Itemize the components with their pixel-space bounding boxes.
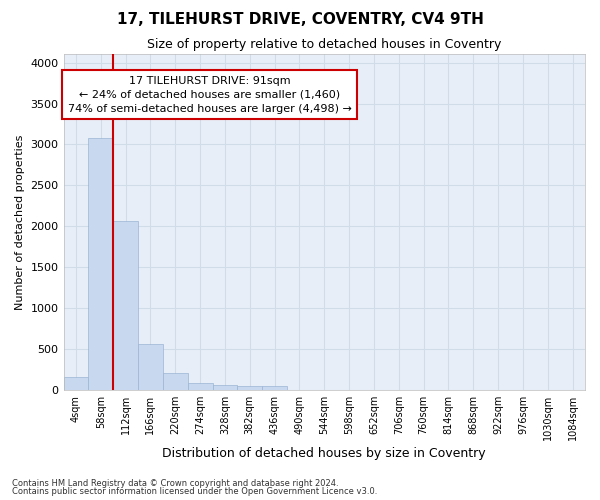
Bar bbox=[88, 138, 113, 390]
Bar bbox=[113, 222, 138, 390]
X-axis label: Distribution of detached houses by size in Coventry: Distribution of detached houses by size … bbox=[163, 447, 486, 460]
Bar bbox=[188, 384, 212, 390]
Y-axis label: Number of detached properties: Number of detached properties bbox=[15, 134, 25, 310]
Bar bbox=[138, 344, 163, 390]
Title: Size of property relative to detached houses in Coventry: Size of property relative to detached ho… bbox=[147, 38, 502, 51]
Bar bbox=[212, 386, 238, 390]
Bar bbox=[238, 386, 262, 390]
Bar bbox=[262, 386, 287, 390]
Text: 17 TILEHURST DRIVE: 91sqm
← 24% of detached houses are smaller (1,460)
74% of se: 17 TILEHURST DRIVE: 91sqm ← 24% of detac… bbox=[68, 76, 352, 114]
Text: 17, TILEHURST DRIVE, COVENTRY, CV4 9TH: 17, TILEHURST DRIVE, COVENTRY, CV4 9TH bbox=[116, 12, 484, 28]
Text: Contains public sector information licensed under the Open Government Licence v3: Contains public sector information licen… bbox=[12, 487, 377, 496]
Bar bbox=[64, 378, 88, 390]
Text: Contains HM Land Registry data © Crown copyright and database right 2024.: Contains HM Land Registry data © Crown c… bbox=[12, 479, 338, 488]
Bar bbox=[163, 373, 188, 390]
